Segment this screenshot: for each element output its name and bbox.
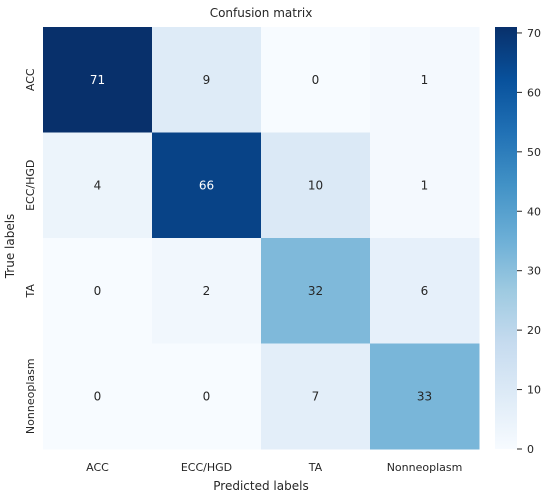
colorbar-ticks: 0 10 20 30 40 50 60 70 [517, 27, 541, 456]
cell-value-label: 6 [421, 284, 429, 298]
colorbar-tick-label: 30 [527, 265, 541, 278]
colorbar-tick-label: 40 [527, 205, 541, 218]
heatmap-cells: 71 9 0 14 66 10 10 2 32 60 0 7 33 [43, 27, 480, 450]
cell-value-label: 4 [94, 178, 102, 192]
heatmap-cell [43, 27, 153, 133]
cell-value-label: 7 [312, 389, 320, 403]
cell-value-label: 0 [203, 389, 211, 403]
x-axis-label: Predicted labels [213, 479, 308, 493]
x-tick-labels: ACC ECC/HGD TA Nonneoplasm [86, 461, 462, 474]
colorbar-tick-label: 20 [527, 324, 541, 337]
y-tick-label: TA [24, 284, 37, 299]
heatmap-cell [261, 27, 371, 133]
cell-value-label: 1 [421, 73, 429, 87]
heatmap-cell [43, 238, 153, 344]
heatmap-cell [370, 132, 480, 239]
cell-value-label: 32 [308, 284, 323, 298]
cell-value-label: 1 [421, 178, 429, 192]
y-tick-label: ECC/HGD [24, 160, 37, 211]
x-tick-label: ECC/HGD [181, 461, 232, 474]
cell-value-label: 71 [90, 73, 105, 87]
cell-value-label: 9 [203, 73, 211, 87]
colorbar-tick-label: 50 [527, 146, 541, 159]
cell-value-label: 33 [417, 389, 432, 403]
colorbar-tick-label: 60 [527, 86, 541, 99]
heatmap-cell [152, 238, 262, 344]
x-tick-label: Nonneoplasm [387, 461, 463, 474]
cell-value-label: 2 [203, 284, 211, 298]
x-tick-label: ACC [86, 461, 109, 474]
y-tick-label: ACC [24, 68, 37, 91]
y-tick-labels: ACC ECC/HGD TA Nonneoplasm [24, 68, 37, 434]
colorbar-tick-label: 70 [527, 27, 541, 40]
x-tick-label: TA [308, 461, 323, 474]
heatmap-cell [261, 132, 371, 239]
colorbar [495, 27, 517, 449]
heatmap-cell [43, 343, 153, 450]
cell-value-label: 10 [308, 178, 323, 192]
chart-title: Confusion matrix [210, 6, 313, 20]
colorbar-tick-label: 0 [527, 443, 534, 456]
heatmap-cell [152, 343, 262, 450]
cell-value-label: 0 [94, 284, 102, 298]
heatmap-cell [370, 27, 480, 133]
heatmap-cell [152, 27, 262, 133]
heatmap-cell [370, 343, 480, 450]
heatmap-cell [261, 343, 371, 450]
colorbar-tick-label: 10 [527, 384, 541, 397]
cell-value-label: 66 [199, 178, 214, 192]
cell-value-label: 0 [94, 389, 102, 403]
heatmap-cell [43, 132, 153, 239]
cell-value-label: 0 [312, 73, 320, 87]
heatmap-cell [261, 238, 371, 344]
y-tick-label: Nonneoplasm [24, 358, 37, 434]
heatmap-cell [152, 132, 262, 239]
y-axis-label: True labels [3, 214, 17, 280]
heatmap-cell [370, 238, 480, 344]
